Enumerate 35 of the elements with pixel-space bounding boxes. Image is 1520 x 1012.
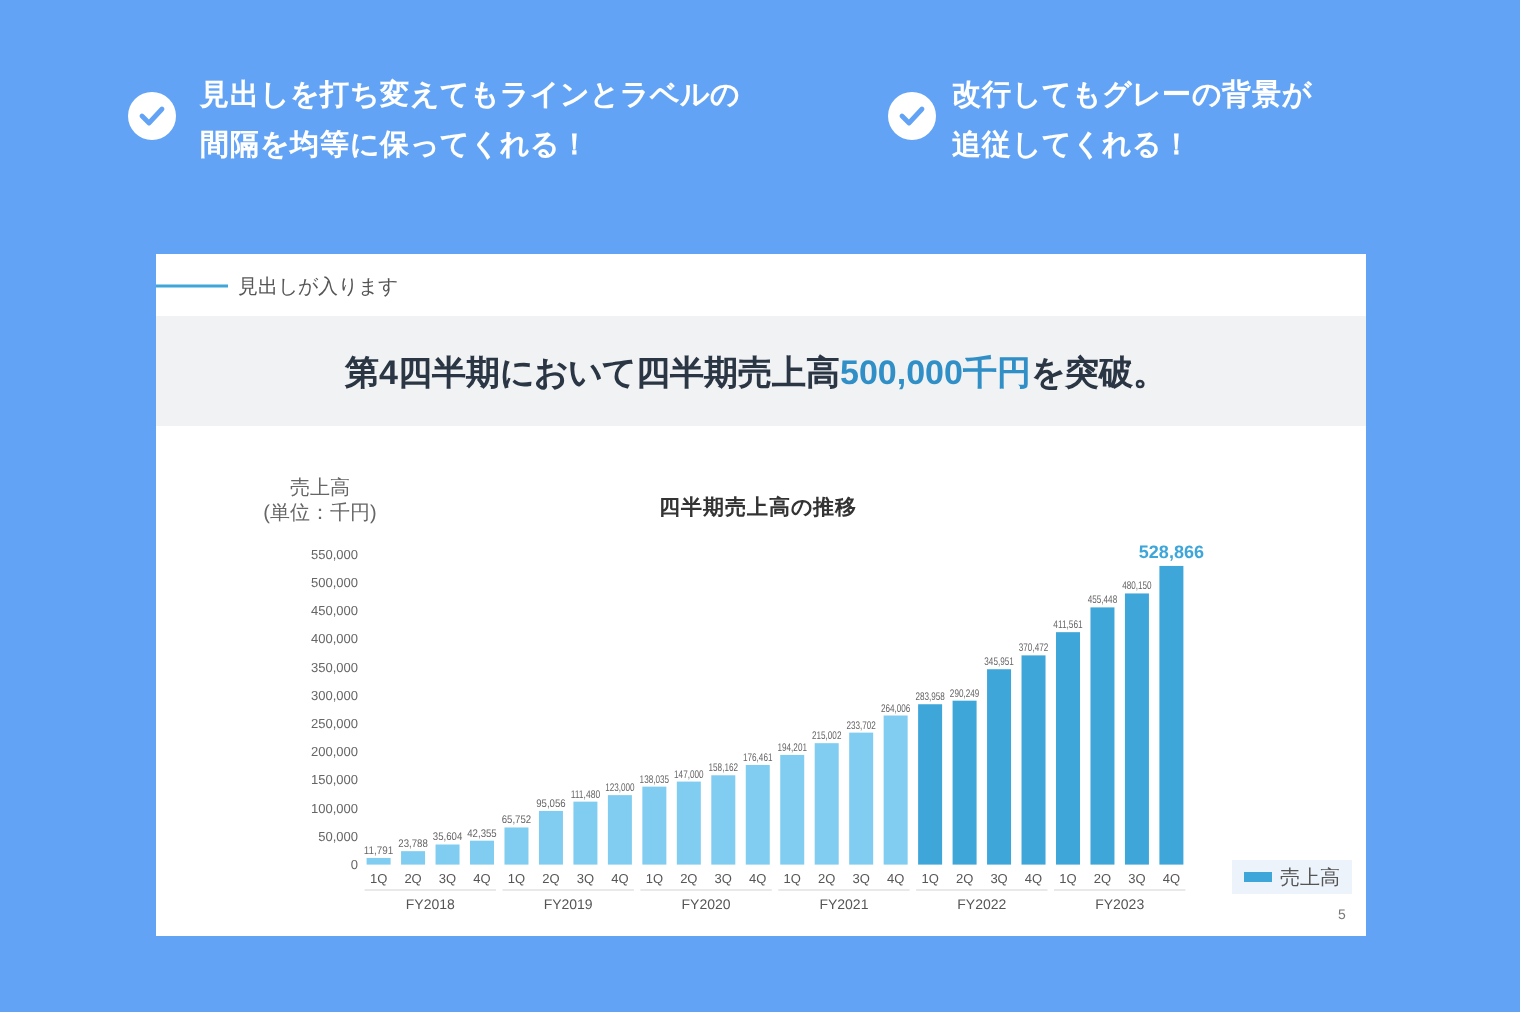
bar [642, 786, 667, 865]
bar [849, 732, 874, 865]
legend: 売上高 [1232, 860, 1352, 894]
legend-label: 売上高 [1280, 866, 1340, 890]
text: 500,000千円 [840, 354, 1031, 392]
bar [952, 700, 977, 865]
text: 見出しを打ち変えてもラインとラベルの間隔を均等に保ってくれる！ [198, 76, 740, 162]
bar [711, 775, 736, 865]
bar [504, 827, 529, 865]
bar [1090, 607, 1115, 865]
bar [814, 743, 839, 865]
bar [538, 810, 563, 865]
text: 見出しが入ります [238, 275, 398, 299]
bar [780, 754, 805, 865]
chart-title: 四半期売上高の推移 [659, 494, 857, 520]
y-axis-title: 売上高 (単位：千円) [263, 476, 377, 525]
bar [918, 704, 943, 865]
bar [883, 715, 908, 865]
text: 第4四半期において四半期売上高 [343, 354, 841, 392]
data-label: 528,866 [1138, 541, 1204, 562]
bar [401, 851, 426, 865]
bar [435, 844, 460, 865]
bar [987, 669, 1012, 865]
bar [1021, 655, 1046, 865]
bar [676, 781, 701, 865]
bar [573, 801, 598, 865]
bar [1124, 593, 1149, 865]
bar [607, 795, 632, 865]
bar [366, 857, 391, 865]
bar [470, 840, 495, 865]
bar [745, 764, 770, 865]
text: 改行してもグレーの背景が追従してくれる！ [950, 78, 1314, 162]
bar [1159, 565, 1184, 865]
bar [1055, 632, 1080, 865]
text: を突破。 [1030, 354, 1167, 392]
